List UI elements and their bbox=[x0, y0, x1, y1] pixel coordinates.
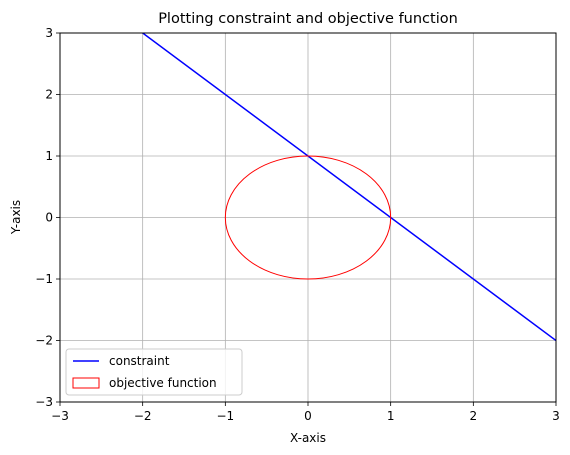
legend-label: objective function bbox=[109, 376, 217, 390]
y-tick-label: 0 bbox=[45, 211, 53, 225]
x-tick-label: −3 bbox=[51, 409, 69, 423]
y-tick-label: 2 bbox=[45, 88, 53, 102]
chart-title: Plotting constraint and objective functi… bbox=[158, 11, 458, 27]
y-tick-label: −1 bbox=[35, 272, 53, 286]
y-tick-label: −3 bbox=[35, 395, 53, 409]
x-axis-label: X-axis bbox=[290, 431, 326, 445]
legend-box bbox=[65, 348, 243, 396]
objective-function-circle bbox=[224, 155, 392, 280]
ticks: −3 −2 −1 0 1 2 3 −3 −2 −1 0 1 2 3 bbox=[35, 26, 560, 423]
x-tick-label: 2 bbox=[470, 409, 478, 423]
legend-label: constraint bbox=[109, 354, 170, 368]
y-tick-label: −2 bbox=[35, 334, 53, 348]
x-tick-label: −2 bbox=[134, 409, 152, 423]
x-tick-label: 0 bbox=[304, 409, 312, 423]
x-tick-label: 1 bbox=[387, 409, 395, 423]
x-tick-label: −1 bbox=[216, 409, 234, 423]
y-axis-label: Y-axis bbox=[9, 200, 23, 235]
series-layer bbox=[141, 33, 556, 342]
legend: constraint objective function bbox=[65, 348, 243, 396]
y-tick-label: 1 bbox=[45, 149, 53, 163]
legend-objective-swatch bbox=[72, 377, 100, 389]
x-tick-label: 3 bbox=[552, 409, 560, 423]
y-tick-label: 3 bbox=[45, 26, 53, 40]
